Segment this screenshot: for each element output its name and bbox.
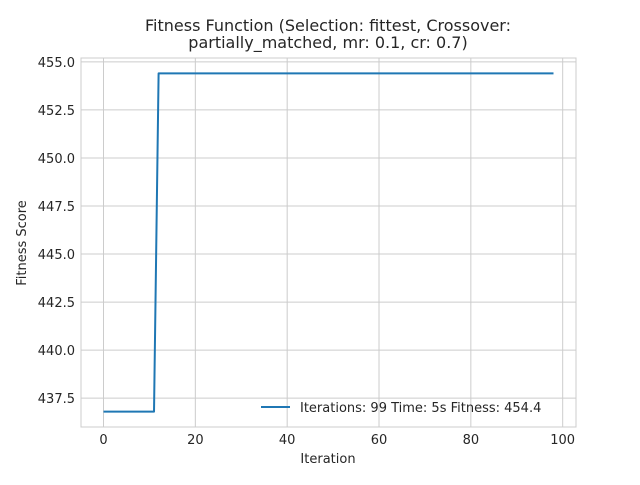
chart-title-line-2: partially_matched, mr: 0.1, cr: 0.7) [188,33,467,53]
y-tick-label: 440.0 [38,344,75,359]
tick-labels: 0 20 40 60 80 100 437.5 440.0 442.5 445.0 447.5 450… [38,56,575,448]
y-tick-label: 455.0 [38,56,75,71]
x-tick-label: 0 [99,433,107,448]
x-tick-label: 40 [279,433,296,448]
x-tick-label: 20 [187,433,204,448]
legend-label: Iterations: 99 Time: 5s Fitness: 454.4 [300,401,541,416]
chart-title-line-1: Fitness Function (Selection: fittest, Cr… [145,16,511,35]
legend: Iterations: 99 Time: 5s Fitness: 454.4 [261,401,541,416]
x-tick-label: 100 [550,433,575,448]
x-axis-label: Iteration [300,452,355,467]
y-axis-label: Fitness Score [15,200,30,286]
series-layer [103,72,554,413]
y-tick-label: 447.5 [38,200,75,215]
plot-frame [80,57,577,428]
y-tick-label: 437.5 [38,392,75,407]
y-tick-label: 442.5 [38,296,75,311]
x-tick-label: 60 [371,433,388,448]
series-line-0 [103,72,554,413]
grid-layer [81,58,576,427]
x-tick-label: 80 [463,433,480,448]
y-tick-label: 445.0 [38,248,75,263]
y-tick-label: 452.5 [38,104,75,119]
y-tick-label: 450.0 [38,152,75,167]
